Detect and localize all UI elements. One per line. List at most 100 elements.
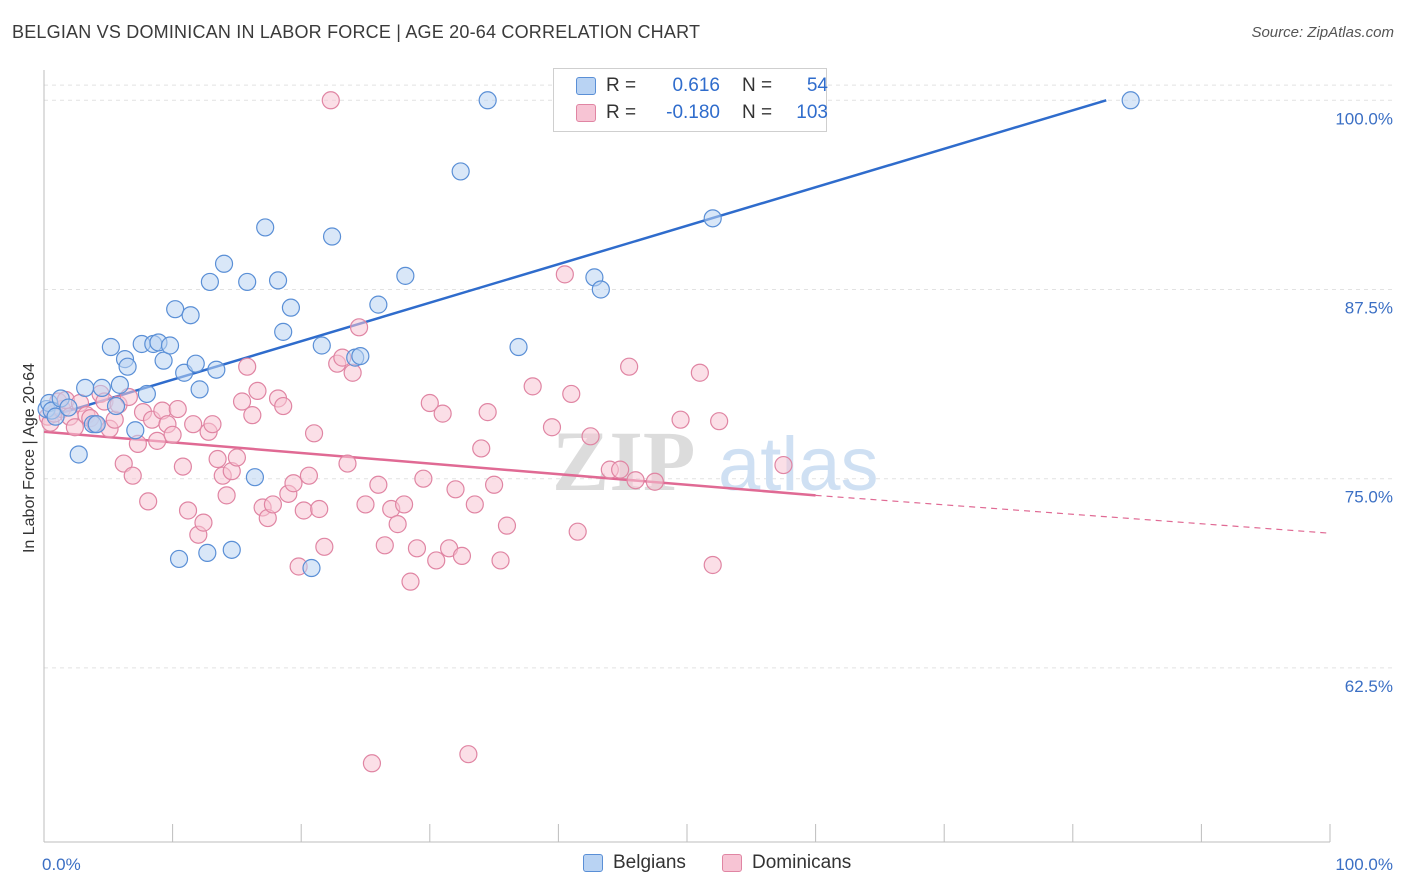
dominican-point	[114, 454, 133, 473]
belgian-point	[322, 227, 342, 246]
r-label: R =	[606, 102, 637, 123]
belgian-point	[69, 445, 88, 464]
belgian-point	[59, 398, 78, 417]
belgian-point	[101, 337, 120, 357]
data-points	[37, 91, 1140, 773]
dominican-point	[163, 425, 182, 444]
belgian-point	[703, 209, 722, 228]
dominican-point	[232, 392, 252, 411]
belgian-point	[207, 360, 226, 379]
belgian-point	[238, 272, 257, 292]
belgian-point	[245, 468, 265, 487]
y-tick-label: 62.5%	[1345, 677, 1393, 696]
chart-title: BELGIAN VS DOMINICAN IN LABOR FORCE | AG…	[12, 22, 701, 42]
watermark-zip: ZIP	[552, 413, 695, 509]
dominican-point	[263, 495, 283, 514]
n-label: N =	[742, 75, 773, 96]
dominican-point	[299, 466, 319, 485]
belgian-point	[1121, 91, 1140, 110]
belgian-point	[509, 337, 528, 357]
dominican-point	[343, 363, 362, 382]
dominican-point	[315, 537, 334, 556]
dominican-point	[139, 492, 158, 511]
dominican-point	[774, 455, 793, 475]
n-value: 103	[796, 102, 828, 123]
legend-item-belgians[interactable]: Belgians	[583, 852, 686, 874]
dominican-point	[465, 495, 484, 514]
dominican-point	[65, 418, 84, 437]
belgians-legend-label: Belgians	[613, 852, 686, 873]
belgian-trend-line	[43, 99, 1107, 420]
dominican-point	[375, 536, 394, 555]
dominicans-legend-swatch	[722, 854, 742, 872]
dominican-point	[184, 415, 203, 434]
belgian-point	[222, 540, 241, 559]
n-value: 54	[806, 75, 828, 96]
belgian-point	[268, 271, 288, 290]
y-tick-label: 75.0%	[1345, 488, 1393, 507]
legend-item-dominicans[interactable]: Dominicans	[722, 852, 851, 874]
belgians-legend-swatch	[583, 854, 603, 872]
dominican-point	[362, 754, 382, 773]
belgian-point	[200, 272, 219, 292]
dominican-point	[620, 357, 639, 376]
dominican-point	[497, 516, 517, 535]
dominican-point	[123, 466, 142, 485]
dominican-point	[611, 460, 630, 479]
dominican-point	[194, 513, 213, 532]
dominican-point	[401, 572, 420, 591]
gridlines	[44, 84, 1392, 669]
dominican-point	[542, 418, 562, 437]
belgian-point	[76, 378, 95, 397]
dominicans-legend-label: Dominicans	[752, 852, 852, 873]
dominican-point	[710, 412, 729, 431]
belgian-point	[154, 351, 173, 370]
dominican-point	[478, 403, 497, 422]
dominican-point	[626, 471, 645, 490]
belgian-point	[451, 162, 470, 181]
dominican-point	[274, 396, 293, 416]
dominican-point	[523, 377, 542, 396]
belgian-point	[110, 375, 129, 394]
dominican-point	[568, 522, 587, 541]
r-value: 0.616	[672, 75, 720, 96]
dominican-point	[420, 393, 439, 413]
dominican-point	[369, 475, 388, 494]
dominican-point	[581, 427, 600, 446]
belgian-point	[256, 218, 275, 237]
dominican-point	[388, 515, 407, 534]
belgian-point	[302, 558, 321, 578]
belgian-point	[591, 280, 610, 299]
belgian-point	[190, 380, 209, 399]
legend-row-dominicans: R = -0.180 N = 103	[576, 100, 828, 126]
dominican-point	[168, 399, 187, 419]
belgian-point	[181, 306, 200, 325]
dominican-point	[562, 384, 581, 404]
dominican-point	[459, 745, 478, 764]
dominican-point	[173, 457, 192, 476]
dominican-point	[555, 265, 574, 284]
dominican-point	[284, 474, 303, 493]
belgian-point	[274, 322, 293, 341]
belgian-point	[351, 346, 370, 366]
dominican-point	[446, 480, 465, 499]
belgian-point	[169, 549, 189, 569]
axes: 62.5% 75.0% 87.5% 100.0%	[43, 70, 1393, 843]
y-axis-label: In Labor Force | Age 20-64	[21, 363, 38, 553]
dominican-point	[690, 363, 709, 382]
dominican-point	[208, 449, 227, 469]
dominican-point	[485, 475, 504, 494]
dominican-point	[356, 495, 375, 514]
dominican-point	[349, 318, 369, 337]
r-value: -0.180	[666, 102, 720, 123]
dominican-point	[238, 357, 257, 376]
n-label: N =	[742, 102, 773, 123]
dominican-point	[119, 387, 138, 407]
belgian-point	[312, 336, 331, 355]
belgian-point	[92, 378, 111, 397]
stats-legend: R = 0.616 N = 54 R = -0.180 N = 103	[553, 68, 828, 132]
dominican-point	[178, 501, 198, 520]
belgian-point	[186, 354, 205, 373]
belgian-point	[126, 421, 145, 440]
